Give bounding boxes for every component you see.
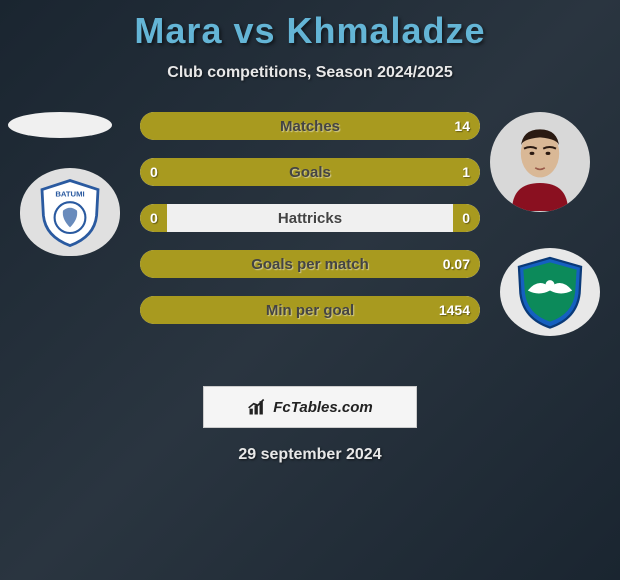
stat-value-left: 0: [150, 164, 158, 180]
brand-text: FcTables.com: [273, 399, 372, 416]
comparison-panel: BATUMI Matches14Goals01Hattricks00Goals …: [0, 112, 620, 372]
stat-row: Goals0 1: [140, 158, 480, 186]
person-icon: [500, 122, 580, 212]
chart-icon: [247, 397, 267, 417]
subtitle: Club competitions, Season 2024/2025: [0, 64, 620, 82]
date-text: 29 september 2024: [0, 446, 620, 464]
shield-icon: [513, 255, 587, 329]
stat-label: Goals per match: [140, 256, 480, 273]
stat-value-left: 0: [150, 210, 158, 226]
stat-label: Goals: [140, 164, 480, 181]
stat-value-right: 0.07: [443, 256, 470, 272]
stat-row: Goals per match0.07: [140, 250, 480, 278]
stat-label: Hattricks: [140, 210, 480, 227]
stat-row: Matches14: [140, 112, 480, 140]
player-left-avatar: [8, 112, 112, 138]
club-right-logo: [500, 248, 600, 336]
stat-row: Hattricks0 0: [140, 204, 480, 232]
stat-value-right: 0: [462, 210, 470, 226]
shield-icon: BATUMI: [35, 177, 105, 247]
stat-label: Matches: [140, 118, 480, 135]
club-left-logo: BATUMI: [20, 168, 120, 256]
stats-list: Matches14Goals01Hattricks00Goals per mat…: [140, 112, 480, 342]
stat-label: Min per goal: [140, 302, 480, 319]
page-title: Mara vs Khmaladze: [0, 0, 620, 52]
svg-text:BATUMI: BATUMI: [55, 190, 84, 199]
brand-badge: FcTables.com: [203, 386, 417, 428]
stat-row: Min per goal1454: [140, 296, 480, 324]
player-right-avatar: [490, 112, 590, 212]
stat-value-right: 1: [462, 164, 470, 180]
stat-value-right: 14: [454, 118, 470, 134]
stat-value-right: 1454: [439, 302, 470, 318]
